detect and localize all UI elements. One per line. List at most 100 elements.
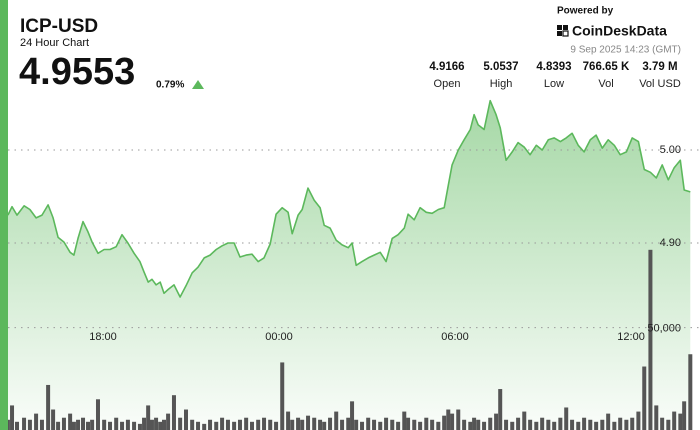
volume-bar: [68, 413, 73, 430]
volume-bar: [340, 419, 345, 430]
volume-bar: [516, 417, 521, 430]
volume-bar: [476, 419, 481, 430]
volume-bar: [588, 419, 593, 430]
volume-bar: [450, 413, 455, 430]
volume-bar: [146, 405, 151, 430]
volume-bar: [482, 421, 487, 430]
volume-bar: [322, 421, 327, 430]
volume-bar: [237, 419, 242, 430]
plot-area: 5.00 4.90 50,000 18:00 00:00 06:00 12:00: [5, 99, 700, 430]
y-tick-label: 5.00: [660, 144, 681, 156]
volume-bar: [108, 421, 113, 430]
volume-bar: [296, 417, 301, 430]
chart-title: ICP-USD: [20, 16, 98, 37]
stat-label: High: [490, 78, 513, 90]
volume-bar: [418, 421, 423, 430]
stats: 4.9166 Open 5.0537 High 4.8393 Low 766.6…: [429, 61, 680, 90]
volume-bar: [600, 419, 605, 430]
volume-bar: [262, 417, 267, 430]
volume-bar: [552, 421, 557, 430]
volume-bar: [334, 411, 339, 430]
volume-bar: [166, 413, 171, 430]
volume-bar: [132, 421, 137, 430]
up-arrow: [192, 80, 204, 89]
volume-bar: [286, 411, 291, 430]
stat-value: 4.9166: [429, 61, 464, 73]
volume-bar: [250, 421, 255, 430]
volume-bar: [256, 419, 261, 430]
stat-value: 4.8393: [536, 61, 571, 73]
volume-bar: [350, 401, 355, 430]
stat-value: 5.0537: [483, 61, 518, 73]
volume-bar: [384, 417, 389, 430]
volume-bar: [34, 413, 39, 430]
volume-bar: [137, 423, 142, 430]
volume-bar: [412, 419, 417, 430]
volume-bar: [178, 417, 183, 430]
volume-bar: [354, 419, 359, 430]
volume-bar: [378, 421, 383, 430]
volume-bar: [22, 417, 27, 430]
stat-label: Open: [434, 78, 461, 90]
volume-bar: [300, 419, 305, 430]
volume-bar: [312, 417, 317, 430]
volume-bar: [360, 421, 365, 430]
volume-bar: [402, 411, 407, 430]
price-area: [7, 100, 691, 430]
volume-bar: [424, 417, 429, 430]
volume-bar: [558, 417, 563, 430]
volume-bar: [346, 417, 351, 430]
volume-bar: [232, 421, 237, 430]
volume-bar: [15, 421, 20, 430]
volume-bar: [95, 399, 100, 430]
brand-logo: [557, 25, 569, 37]
volume-bar: [86, 421, 91, 430]
volume-bar: [280, 362, 285, 430]
volume-bar: [102, 419, 107, 430]
volume-bar: [120, 421, 125, 430]
volume-bar: [214, 421, 219, 430]
volume-bar: [678, 413, 683, 430]
volume-bar: [570, 419, 575, 430]
volume-bar: [71, 421, 76, 430]
volume-bar: [76, 419, 81, 430]
stat-value: 3.79 M: [642, 61, 677, 73]
volume-bar: [468, 421, 473, 430]
volume-bar: [46, 384, 51, 430]
volume-bar: [390, 419, 395, 430]
volume-bar: [472, 417, 477, 430]
volume-bar: [624, 419, 629, 430]
price: 4.9553: [19, 51, 135, 93]
volume-bar: [534, 421, 539, 430]
volume-bar: [430, 419, 435, 430]
x-tick-label: 18:00: [89, 331, 117, 343]
volume-bar: [328, 417, 333, 430]
volume-bar: [190, 419, 195, 430]
volume-bar: [51, 409, 56, 430]
volume-bar: [612, 421, 617, 430]
accent-bar: [0, 0, 8, 430]
volume-bar: [274, 421, 279, 430]
volume-bar: [171, 395, 176, 430]
x-tick-label: 00:00: [265, 331, 293, 343]
volume-bar: [196, 421, 201, 430]
x-tick-label: 06:00: [441, 331, 469, 343]
y-tick-label: 4.90: [660, 237, 681, 249]
volume-bar: [27, 419, 32, 430]
volume-bar: [528, 419, 533, 430]
volume-bar: [442, 415, 447, 430]
volume-bar: [318, 419, 323, 430]
volume-bar: [510, 421, 515, 430]
chart-subtitle: 24 Hour Chart: [20, 37, 89, 49]
volume-bar: [648, 249, 653, 430]
volume-bar: [244, 417, 249, 430]
volume-bar: [10, 405, 15, 430]
volume-bar: [90, 419, 95, 430]
volume-bar: [202, 423, 207, 430]
volume-bar: [208, 419, 213, 430]
volume-bar: [564, 407, 569, 430]
volume-bar: [39, 419, 44, 430]
volume-bar: [406, 417, 411, 430]
grid: [8, 149, 700, 329]
